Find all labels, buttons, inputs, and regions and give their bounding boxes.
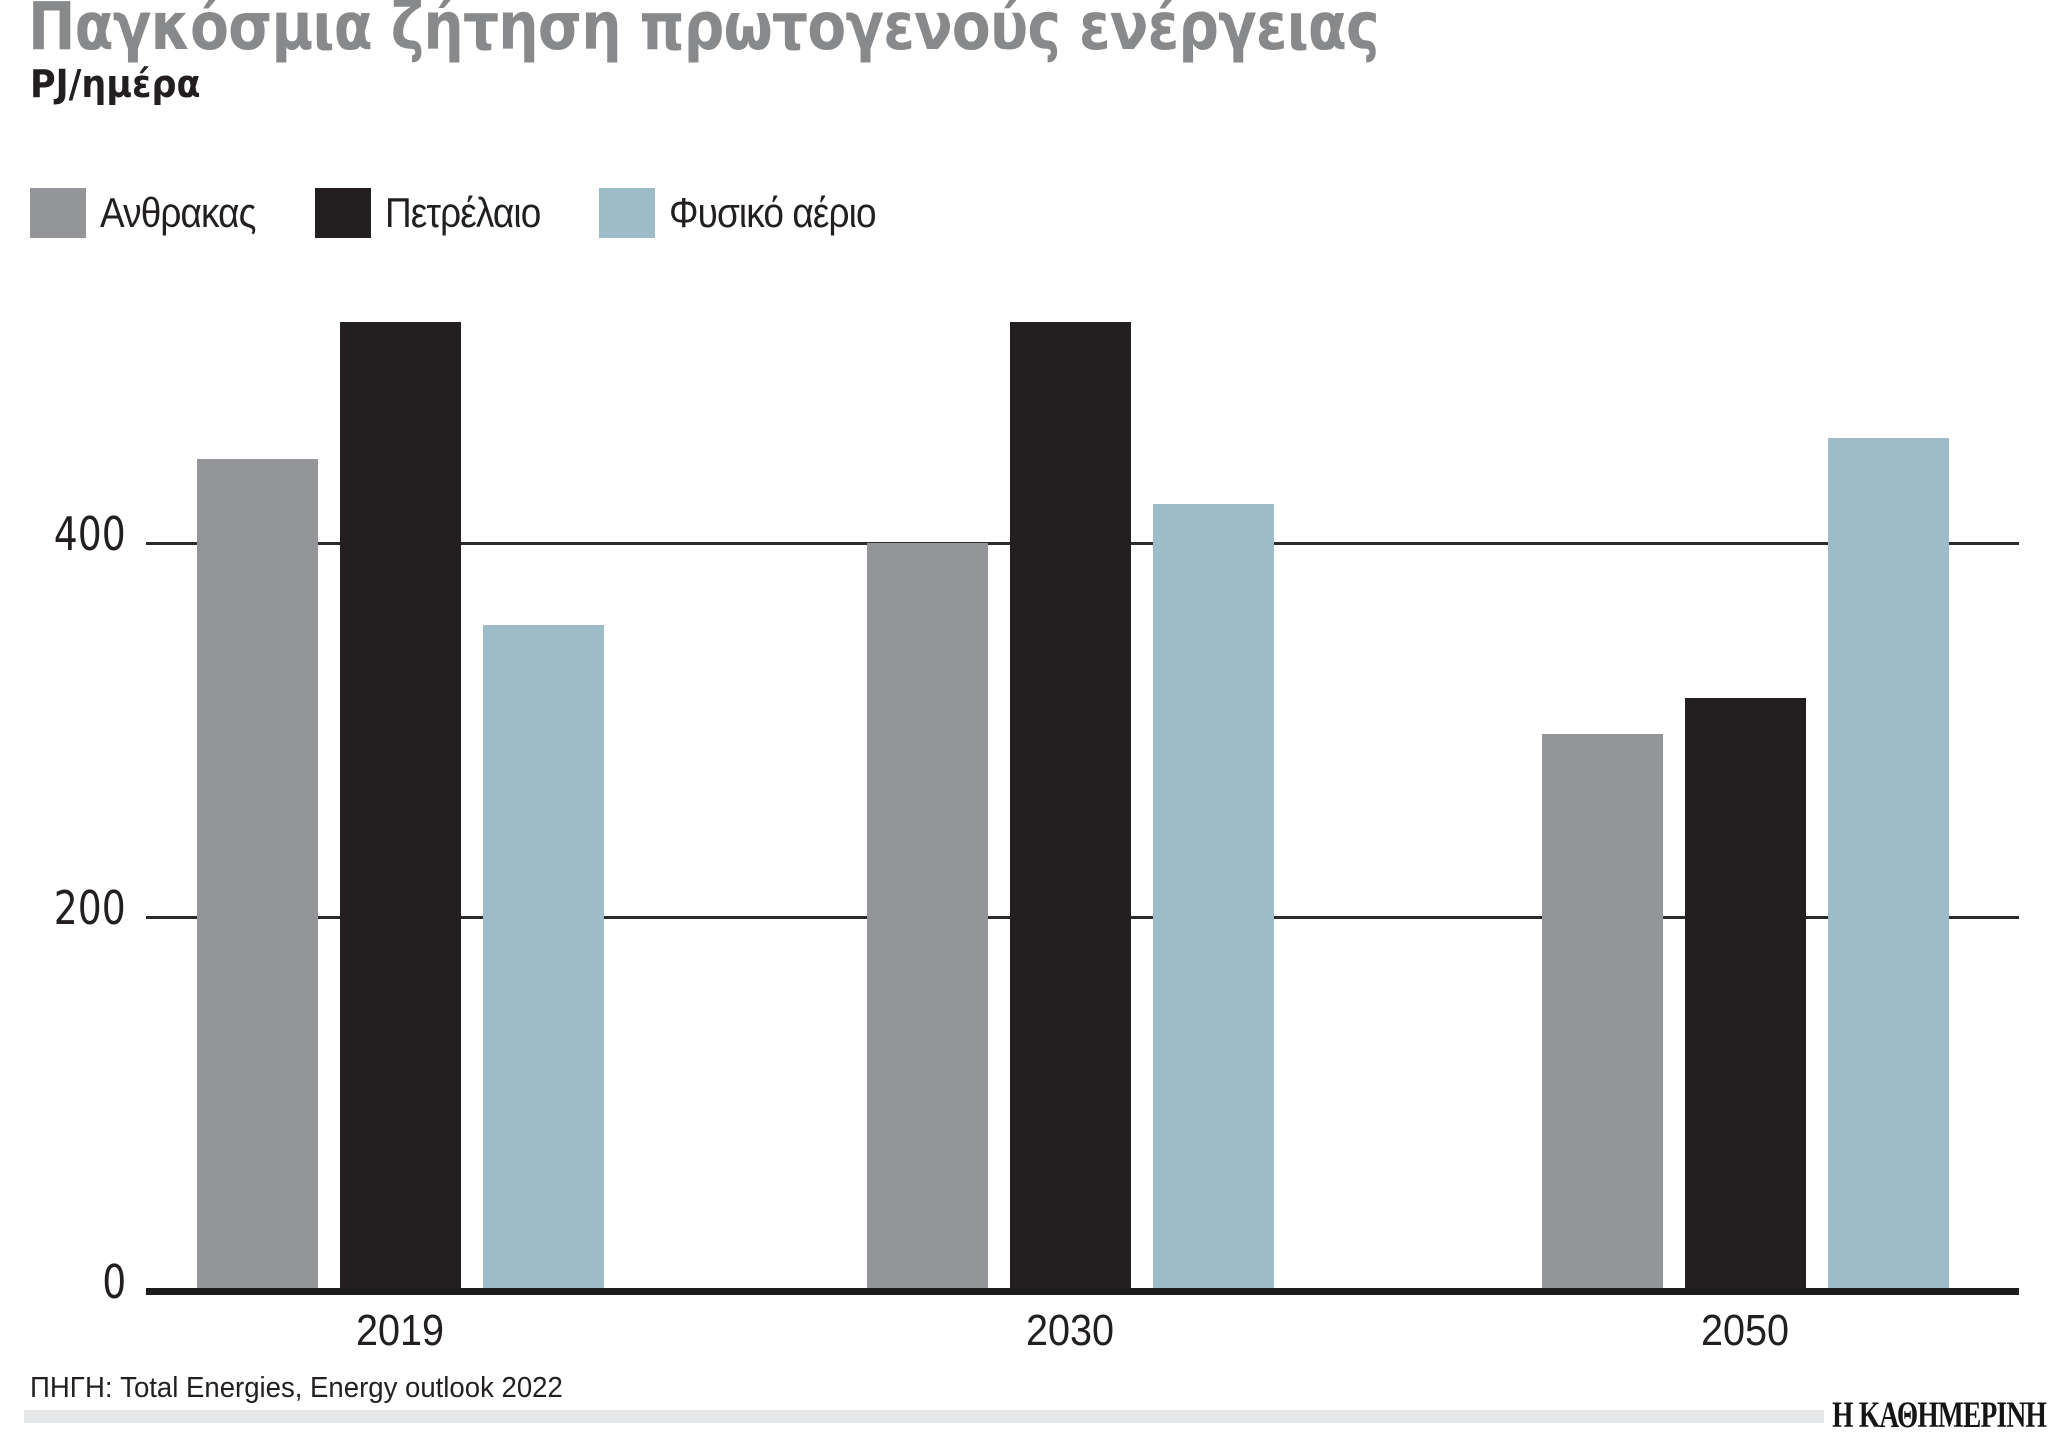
y-tick-400: 400 [53,507,126,561]
legend: Ανθρακας Πετρέλαιο Φυσικό αέριο [30,188,904,238]
x-label-2050: 2050 [1700,1306,1790,1355]
bar-2030-Ανθρακας [867,543,988,1291]
legend-item-Φυσικό αέριο: Φυσικό αέριο [599,188,904,238]
y-tick-200: 200 [53,881,126,935]
unit-label: PJ/ημέρα [30,62,201,106]
bar-2019-Πετρέλαιο [340,322,461,1291]
chart-title: Παγκόσμια ζήτηση πρωτογενούς ενέργειας [28,0,1380,65]
bar-2019-Ανθρακας [197,459,318,1291]
legend-label: Φυσικό αέριο [669,189,877,236]
footer-divider [24,1410,1824,1423]
legend-swatch-Πετρέλαιο [314,188,371,238]
legend-label: Πετρέλαιο [384,189,541,236]
bar-2050-Φυσικό αέριο [1828,438,1949,1291]
x-axis-line [146,1288,2019,1295]
x-label-2030: 2030 [1025,1306,1115,1355]
bar-2030-Πετρέλαιο [1010,322,1131,1291]
source-note: ΠΗΓΗ: Total Energies, Energy outlook 202… [30,1372,563,1404]
legend-label: Ανθρακας [100,189,256,236]
publisher-logo: Η ΚΑΘΗΜΕΡΙΝΗ [1832,1395,2047,1436]
y-tick-0: 0 [101,1255,126,1309]
legend-item-Ανθρακας: Ανθρακας [30,188,277,238]
bar-2030-Φυσικό αέριο [1153,504,1274,1291]
bar-2019-Φυσικό αέριο [483,625,604,1291]
bar-2050-Πετρέλαιο [1685,698,1806,1291]
legend-swatch-Ανθρακας [30,188,86,238]
bar-2050-Ανθρακας [1542,734,1663,1291]
legend-swatch-Φυσικό αέριο [599,188,656,238]
legend-item-Πετρέλαιο: Πετρέλαιο [314,188,562,238]
x-label-2019: 2019 [355,1306,445,1355]
